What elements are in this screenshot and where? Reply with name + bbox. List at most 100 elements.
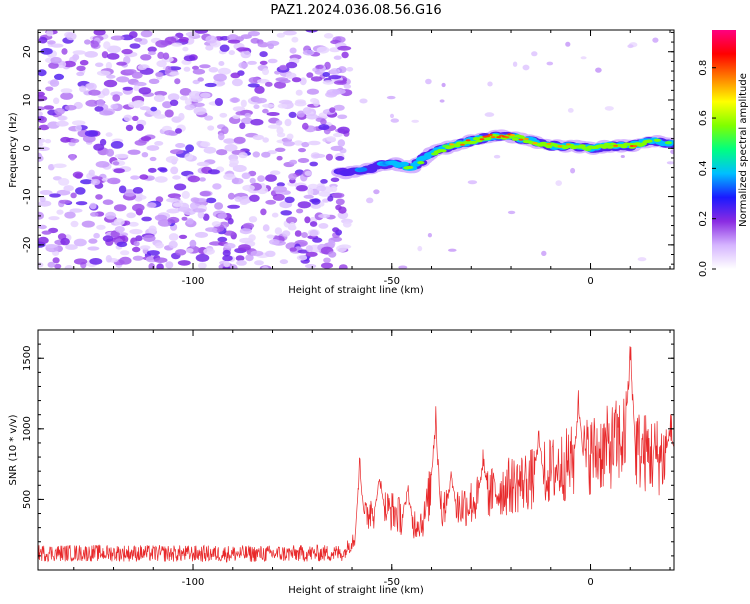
noise-cell (302, 107, 312, 115)
noise-cell (555, 180, 562, 187)
snr-y-axis-label: SNR (10 * v/v) (8, 414, 19, 485)
noise-cell (72, 50, 86, 55)
noise-cell (188, 90, 202, 99)
noise-cell (227, 192, 235, 200)
noise-cell (512, 61, 518, 67)
noise-cell (39, 190, 53, 195)
noise-cell (294, 101, 307, 107)
noise-cell (288, 173, 297, 181)
noise-cell (223, 173, 236, 180)
noise-cell (125, 124, 134, 132)
noise-cell (154, 141, 164, 146)
noise-cell (305, 251, 318, 257)
noise-cell (110, 141, 124, 149)
noise-cell (64, 211, 76, 219)
ridge-cell (664, 141, 673, 145)
colorbar-tick-label: 0.0 (698, 261, 709, 277)
noise-cell (222, 255, 233, 262)
noise-cell (56, 209, 64, 215)
noise-cell (150, 106, 157, 112)
noise-cell (398, 265, 408, 269)
noise-cell (38, 142, 44, 147)
ridge-cell (496, 136, 502, 139)
noise-cell (330, 145, 344, 151)
ridge-cell (653, 138, 661, 142)
noise-cell (48, 216, 60, 221)
noise-cell (177, 260, 191, 266)
noise-cell (45, 244, 58, 248)
noise-cell (217, 213, 228, 219)
noise-cell (146, 250, 160, 256)
noise-cell (66, 32, 77, 41)
noise-cell (199, 177, 206, 182)
noise-cell (190, 197, 200, 203)
ridge-cell (470, 140, 478, 144)
noise-cell (124, 69, 137, 74)
noise-cell (38, 124, 50, 131)
noise-cell (257, 78, 270, 84)
noise-cell (129, 228, 143, 235)
noise-cell (56, 120, 69, 127)
noise-cell (302, 49, 315, 56)
noise-cell (183, 55, 196, 62)
noise-cell (140, 54, 152, 61)
noise-cell (196, 161, 210, 167)
noise-cell (332, 88, 346, 95)
noise-cell (90, 178, 101, 186)
ridge-cell (532, 142, 538, 145)
noise-cell (75, 124, 82, 132)
noise-cell (65, 244, 78, 250)
noise-cell (316, 185, 327, 192)
ridge-cell (600, 145, 609, 149)
noise-cell (60, 88, 73, 94)
noise-cell (103, 79, 118, 88)
noise-cell (337, 139, 346, 147)
ridge-cell (406, 165, 414, 169)
noise-cell (261, 266, 269, 269)
x-tick-label: -50 (384, 276, 400, 287)
noise-cell (84, 51, 98, 58)
noise-cell (318, 213, 331, 219)
noise-cell (262, 103, 275, 108)
noise-cell (49, 79, 60, 87)
colorbar: 0.0 0.2 0.4 0.6 0.8 Normalized spectral ampl… (698, 30, 749, 277)
noise-cell (197, 77, 204, 82)
noise-cell (266, 112, 280, 116)
noise-cell (166, 198, 179, 203)
noise-cell (208, 67, 219, 73)
noise-cell (148, 78, 160, 85)
noise-cell (76, 71, 85, 77)
noise-cell (38, 91, 45, 97)
noise-cell (49, 193, 61, 198)
noise-cell (84, 130, 99, 137)
noise-cell (178, 234, 188, 239)
ridge-cell (620, 145, 628, 149)
noise-cell (54, 73, 64, 80)
noise-cell (284, 118, 292, 127)
noise-cell (274, 227, 283, 235)
y-tick-label: -10 (22, 188, 33, 204)
colorbar-tick-label: 0.6 (698, 110, 709, 126)
noise-cell (64, 265, 74, 269)
ridge-cell (488, 133, 493, 136)
noise-cell (338, 264, 348, 269)
snr-series-line (38, 346, 674, 563)
noise-cell (116, 61, 127, 66)
noise-cell (127, 149, 141, 155)
noise-cell (186, 218, 194, 225)
noise-cell (175, 128, 182, 134)
noise-cell (174, 78, 181, 85)
noise-cell (277, 103, 288, 109)
noise-cell (296, 208, 304, 214)
snr-x-ticks: -100 -50 0 (73, 330, 671, 588)
noise-cell (114, 153, 129, 159)
noise-cell (99, 138, 107, 146)
noise-cell (267, 43, 274, 50)
noise-cell (335, 198, 345, 205)
noise-cell (522, 64, 530, 71)
noise-cell (265, 174, 277, 182)
noise-cell (216, 81, 226, 86)
noise-cell (666, 161, 674, 165)
noise-cell (38, 262, 44, 268)
noise-cell (70, 192, 77, 199)
